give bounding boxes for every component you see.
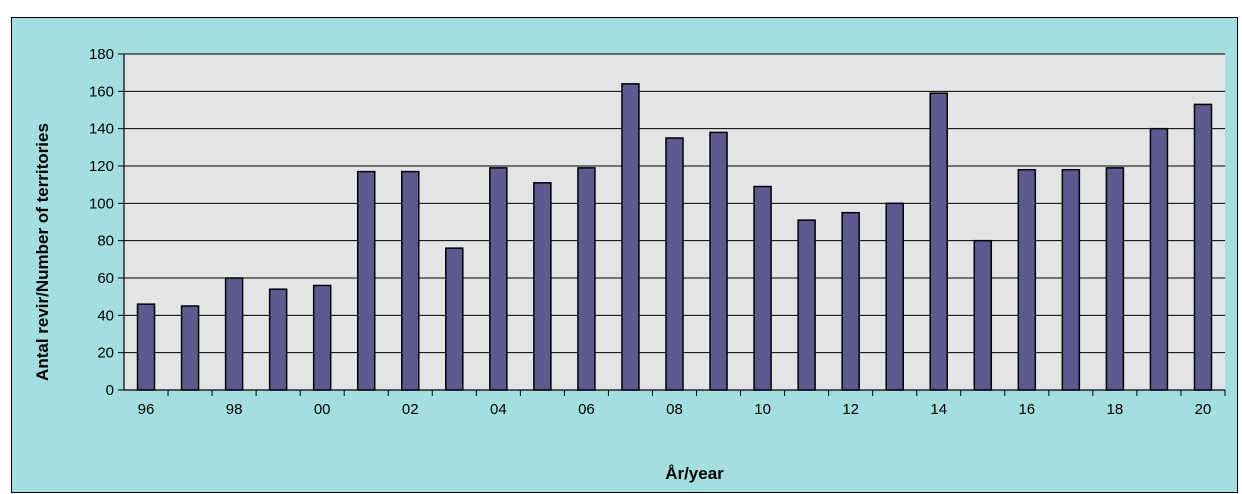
x-tick-label-20: 20	[1195, 401, 1212, 418]
bar-01	[356, 170, 376, 391]
bar-00	[312, 284, 332, 391]
x-tick-label-02: 02	[402, 401, 419, 418]
y-tick-label-20: 20	[97, 345, 114, 362]
bar-10	[753, 185, 772, 391]
bar-19	[1149, 127, 1169, 391]
bar-20	[1193, 103, 1213, 391]
bar-99	[268, 288, 288, 391]
x-tick-label-00: 00	[314, 401, 331, 418]
bar-11	[797, 219, 816, 391]
x-tick-label-96: 96	[138, 401, 155, 418]
bar-08	[665, 137, 684, 391]
y-tick-label-0: 0	[106, 382, 114, 399]
bar-15	[973, 239, 993, 391]
y-tick-labels: 0 20 40 60 80 100 120 140 160 180	[89, 46, 114, 399]
x-tick-labels: 96 98 00 02 04 06 08 10 12 14 16 18 20	[138, 401, 1212, 418]
x-tick-label-18: 18	[1107, 401, 1124, 418]
y-tick-label-40: 40	[97, 307, 114, 324]
y-tick-label-180: 180	[89, 46, 114, 63]
x-axis-title: År/year	[665, 464, 724, 483]
y-tick-label-140: 140	[89, 121, 114, 138]
y-tick-label-160: 160	[89, 83, 114, 100]
x-tick-label-98: 98	[226, 401, 243, 418]
bar-18	[1105, 167, 1125, 391]
axes	[118, 53, 1226, 396]
x-tick-label-12: 12	[842, 401, 859, 418]
x-tick-label-14: 14	[930, 401, 947, 418]
bar-chart: 0 20 40 60 80 100 120 140 160 180 96 98 00 02 04 06 08 1…	[33, 46, 1226, 483]
bar-14	[929, 92, 948, 391]
x-tick-label-06: 06	[578, 401, 595, 418]
y-tick-label-100: 100	[89, 195, 114, 212]
bar-09	[709, 131, 728, 391]
bar-17	[1061, 168, 1081, 391]
bar-98	[224, 277, 244, 391]
x-tick-label-16: 16	[1018, 401, 1035, 418]
bar-02	[401, 170, 420, 391]
y-tick-label-60: 60	[97, 270, 114, 287]
y-axis-title: Antal revir/Number of territories	[33, 123, 52, 381]
bar-16	[1017, 168, 1037, 391]
bar-03	[445, 247, 464, 391]
bar-96	[136, 303, 156, 391]
bar-06	[577, 167, 596, 391]
bar-04	[489, 167, 508, 391]
bar-97	[180, 305, 200, 391]
x-tick-label-10: 10	[754, 401, 771, 418]
bar-05	[533, 182, 552, 391]
y-tick-label-120: 120	[89, 158, 114, 175]
bar-07	[621, 83, 640, 391]
y-tick-label-80: 80	[97, 233, 114, 250]
x-tick-label-04: 04	[490, 401, 507, 418]
bar-13	[885, 202, 904, 391]
bar-12	[841, 211, 860, 391]
chart-frame: 0 20 40 60 80 100 120 140 160 180 96 98 00 02 04 06 08 1…	[11, 17, 1238, 493]
bars	[136, 83, 1213, 391]
x-tick-label-08: 08	[666, 401, 683, 418]
